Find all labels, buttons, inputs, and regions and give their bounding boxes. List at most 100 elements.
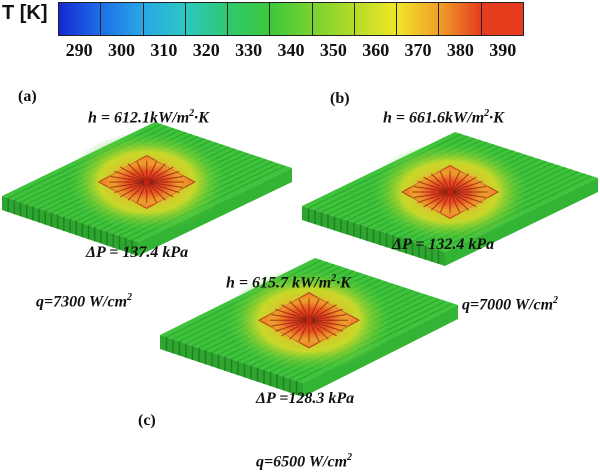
heat-transfer-coefficient-b: h = 661.6kW/m2·K [383,108,504,127]
radial-fin [308,300,329,321]
radial-fin [449,191,470,211]
plate-c [160,258,458,397]
colorbar-tick: 380 [446,40,474,60]
colorbar-tick: 360 [362,40,390,60]
radial-fin [308,304,337,321]
radial-fin [275,319,310,332]
colorbar-segment [439,3,482,35]
radial-fin [281,319,310,337]
radial-fin [430,191,451,211]
superscript: 2 [347,452,353,463]
radial-fin [110,176,147,183]
colorbar-tick: 320 [192,40,220,60]
colorbar-tick: 350 [319,40,347,60]
heat-transfer-coefficient-a: h = 612.1kW/m2·K [88,108,209,127]
radial-fin [146,163,166,183]
hot-spot-center [447,189,453,195]
colorbar-tick: 300 [108,40,136,60]
heat-flux-a: q=7300 W/cm2 [36,292,132,311]
radial-fin [449,180,483,193]
radial-fin [308,319,343,332]
colorbar-segment [228,3,271,35]
radial-fin [120,181,147,198]
colorbar-ticks: 290 300 310 320 330 340 350 360 370 380 … [58,40,524,64]
radial-fin [127,163,148,183]
radial-fin [275,308,310,321]
radial-fin [308,298,320,321]
radial-fin [308,314,347,321]
pressure-drop-a: ΔP = 137.4 kPa [86,244,189,261]
radial-fin [308,320,320,342]
radial-fin [413,186,451,193]
hot-spot-center [306,317,312,324]
radial-fin [308,319,329,340]
radial-fin [146,181,183,188]
radial-fin [146,161,157,183]
colorbar-segment [143,3,186,35]
radial-fin [423,191,451,208]
superscript: 2 [553,295,559,306]
h-value: h = 612.1kW/m [88,109,190,127]
radial-fin [449,191,477,208]
colorbar-tick: 370 [404,40,432,60]
radial-fin [120,166,147,183]
q-value: q=7300 W/cm [36,293,128,311]
radial-fin [110,181,147,188]
radial-fin [449,191,483,204]
colorbar-segment [481,3,523,35]
radial-fin [417,191,451,204]
superscript: 2 [484,108,490,119]
radial-fin [449,191,461,213]
radial-fin [146,170,180,183]
superscript: 2 [331,273,337,284]
plate-b [302,132,598,266]
radial-fin [136,161,148,183]
colorbar-tick: 340 [277,40,305,60]
colorbar-segment [354,3,398,35]
radial-fin [413,191,451,198]
colorbar-title: T [K] [2,2,48,24]
colorbar-segment [59,3,102,35]
plate-side-right [303,305,458,397]
pressure-drop-c: ΔP =128.3 kPa [256,390,355,407]
radial-fin [439,191,451,213]
superscript: 2 [127,292,133,303]
panel-label-c: (c) [138,412,156,429]
hot-spot-center [143,179,150,185]
colorbar-tick: 290 [65,40,93,60]
q-value: q=7000 W/cm [462,296,554,314]
radial-fin [417,180,451,193]
radial-fin [146,166,174,183]
radial-fin [449,191,487,198]
h-value: h = 661.6kW/m [383,109,485,127]
colorbar-tick: 310 [150,40,178,60]
heat-transfer-coefficient-c: h = 615.7 kW/m2·K [226,273,351,292]
radial-fin [146,181,180,194]
colorbar-segment [312,3,355,35]
plate-a [2,122,292,256]
radial-fin [289,319,310,340]
superscript: 2 [189,108,195,119]
radial-fin [430,173,451,193]
radial-fin [136,181,148,203]
colorbar-segment [185,3,229,35]
h-unit: ·K [194,109,209,127]
radial-fin [114,170,147,183]
radial-fin [449,176,477,193]
radial-fin [298,298,310,321]
radial-fin [308,319,337,337]
radial-fin [281,304,310,321]
radial-fin [127,181,148,201]
plate-side-right [445,178,598,266]
radial-fin [449,186,487,193]
radial-fin [439,171,451,193]
radial-fin [146,181,166,201]
pressure-drop-b: ΔP = 132.4 kPa [392,236,495,253]
q-value: q=6500 W/cm [256,453,348,471]
h-value: h = 615.7 kW/m [226,274,332,292]
radial-fin [298,320,310,342]
h-unit: ·K [336,274,351,292]
h-unit: ·K [489,109,504,127]
radial-fin [271,319,310,327]
